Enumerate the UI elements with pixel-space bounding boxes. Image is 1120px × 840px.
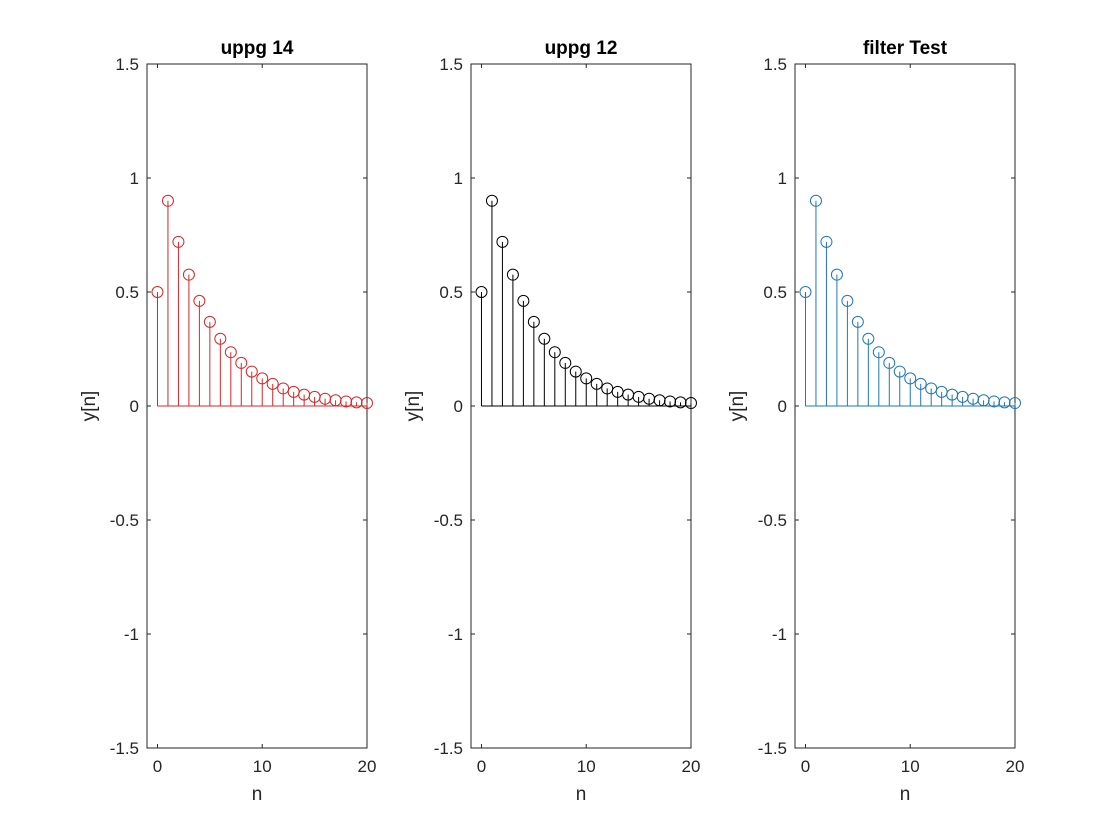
stem-marker <box>361 397 373 410</box>
y-tick-label: -1 <box>772 625 787 644</box>
x-tick-label: 10 <box>901 757 920 776</box>
y-tick-label: -1.5 <box>758 739 787 758</box>
stem-marker <box>872 346 885 359</box>
stem-marker <box>517 294 530 307</box>
stem-marker <box>883 356 896 369</box>
y-axis-label: y[n] <box>727 391 748 422</box>
stem-marker <box>851 315 864 328</box>
stem-marker <box>496 235 509 248</box>
y-tick-label: 1 <box>454 169 463 188</box>
y-tick-label: 1.5 <box>763 55 787 74</box>
x-tick-label: 20 <box>358 757 377 776</box>
x-tick-label: 20 <box>1006 757 1025 776</box>
stem-marker <box>862 332 875 345</box>
stem-marker <box>151 286 164 298</box>
stem-marker <box>266 377 279 390</box>
stem-series <box>475 194 697 410</box>
stem-marker <box>841 294 854 307</box>
stem-marker <box>224 346 237 359</box>
stem-marker <box>527 315 540 328</box>
y-tick-label: -1 <box>448 625 463 644</box>
stem-marker <box>256 372 269 385</box>
stem-marker <box>925 382 938 395</box>
x-tick-label: 0 <box>153 757 162 776</box>
x-axis-label: n <box>252 784 263 805</box>
stem-marker <box>161 194 174 207</box>
y-tick-label: 1 <box>778 169 787 188</box>
y-tick-label: -0.5 <box>110 511 139 530</box>
stem-marker <box>506 268 519 281</box>
stem-marker <box>580 372 593 385</box>
stem-marker <box>830 268 843 281</box>
subplot-title: filter Test <box>863 38 948 59</box>
x-tick-label: 10 <box>577 757 596 776</box>
y-tick-label: 0.5 <box>439 283 463 302</box>
x-axis-label: n <box>576 784 587 805</box>
y-tick-label: -1.5 <box>110 739 139 758</box>
stem-marker <box>214 332 227 345</box>
stem-marker <box>203 315 216 328</box>
stem-marker <box>809 194 822 207</box>
stem-series <box>799 194 1021 410</box>
stem-marker <box>559 356 572 369</box>
y-axis-label: y[n] <box>403 391 424 422</box>
stem-marker <box>475 286 488 298</box>
y-tick-label: -0.5 <box>434 511 463 530</box>
stem-marker <box>193 294 206 307</box>
y-axis-label: y[n] <box>79 391 100 422</box>
stem-marker <box>182 268 195 281</box>
stem-marker <box>245 365 258 378</box>
stem-marker <box>172 235 185 248</box>
subplot-2: -1.5 -1 -0.5 0 0.5 1 1.5 0 10 20 uppg 12 n y[n] <box>403 38 700 805</box>
y-tick-label: 1.5 <box>115 55 139 74</box>
x-tick-label: 10 <box>253 757 272 776</box>
y-tick-label: 0.5 <box>115 283 139 302</box>
stem-marker <box>685 397 697 410</box>
y-tick-label: 0 <box>778 397 787 416</box>
stem-marker <box>277 382 290 395</box>
subplot-1: -1.5 -1 -0.5 0 0.5 1 1.5 0 10 20 uppg 14 n y[n] <box>79 38 376 805</box>
stem-marker <box>1009 397 1021 410</box>
stem-marker <box>569 365 582 378</box>
stem-marker <box>601 382 614 395</box>
stem-marker <box>590 377 603 390</box>
x-tick-label: 20 <box>682 757 701 776</box>
subplot-3: -1.5 -1 -0.5 0 0.5 1 1.5 0 10 20 filter Test n y[n] <box>727 38 1024 805</box>
stem-marker <box>235 356 248 369</box>
stem-marker <box>538 332 551 345</box>
subplot-title: uppg 12 <box>545 38 618 59</box>
stem-marker <box>914 377 927 390</box>
stem-marker <box>893 365 906 378</box>
stem-marker <box>799 286 812 298</box>
stem-marker <box>904 372 917 385</box>
stem-marker <box>485 194 498 207</box>
y-tick-label: 0.5 <box>763 283 787 302</box>
x-tick-label: 0 <box>801 757 810 776</box>
y-tick-label: -1.5 <box>434 739 463 758</box>
y-tick-label: -1 <box>124 625 139 644</box>
subplot-title: uppg 14 <box>221 38 294 59</box>
y-tick-label: 0 <box>130 397 139 416</box>
x-tick-label: 0 <box>477 757 486 776</box>
y-tick-label: -0.5 <box>758 511 787 530</box>
stem-series <box>151 194 373 410</box>
stem-marker <box>820 235 833 248</box>
x-axis-label: n <box>900 784 911 805</box>
y-tick-label: 0 <box>454 397 463 416</box>
y-tick-label: 1.5 <box>439 55 463 74</box>
y-tick-label: 1 <box>130 169 139 188</box>
stem-marker <box>548 346 561 359</box>
